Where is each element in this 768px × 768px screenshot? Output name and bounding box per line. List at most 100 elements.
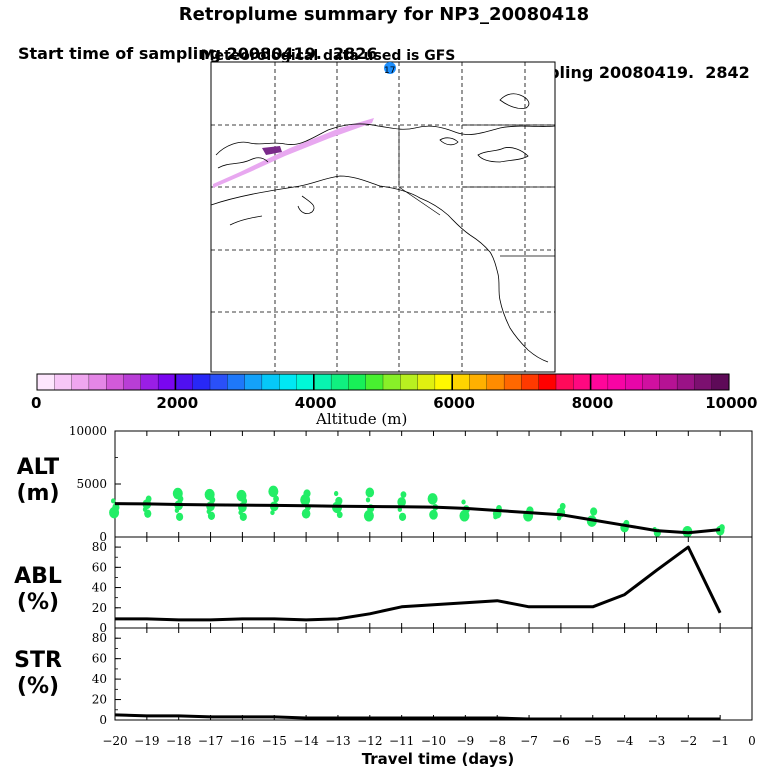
abl-label-line2: (%): [16, 590, 60, 615]
x-tick-label: −5: [584, 734, 602, 748]
altitude-scatter-point: [363, 510, 374, 522]
map-frame: [210, 61, 556, 373]
y-tick-label: 40: [92, 672, 107, 686]
colorbar-tick-label: 2000: [156, 394, 199, 412]
y-tick-label: 0: [99, 621, 107, 635]
altitude-scatter-point: [590, 507, 598, 516]
x-tick-label: −17: [198, 734, 223, 748]
abl-label-line1: ABL: [14, 564, 62, 589]
y-tick-label: 0: [99, 530, 107, 544]
colorbar-swatch: [694, 373, 713, 391]
colorbar-swatch: [365, 373, 384, 391]
str-series-line: [114, 713, 721, 721]
colorbar-swatch: [659, 373, 678, 391]
altitude-scatter-point: [176, 512, 184, 521]
altitude-scatter-point: [400, 491, 407, 498]
altitude-colorbar: [36, 373, 730, 391]
colorbar-swatch: [642, 373, 661, 391]
alt-label-line2: (m): [16, 481, 60, 506]
abl-series-line: [115, 545, 722, 622]
y-tick-label: 10000: [69, 424, 107, 438]
travel-time-axis: −20 −19 −18 −17 −16 −15 −14 −13 −12 −11 −10 −9 −8 −7−…: [102, 734, 755, 748]
altitude-scatter-point: [109, 506, 120, 519]
altitude-scatter-point: [365, 487, 375, 498]
altitude-scatter-point: [268, 485, 279, 498]
x-tick-label: −19: [134, 734, 159, 748]
altitude-panel: 0 5000 10000: [69, 424, 753, 544]
x-tick-label: −14: [293, 734, 319, 748]
colorbar-swatch: [573, 373, 592, 391]
x-tick-label: −2: [679, 734, 697, 748]
colorbar-swatch: [261, 373, 280, 391]
colorbar-swatch: [503, 373, 522, 391]
colorbar-swatch: [486, 373, 505, 391]
altitude-scatter-point: [239, 512, 247, 521]
colorbar-swatch: [71, 373, 90, 391]
panel-frame: [114, 430, 753, 538]
y-tick-label: 20: [92, 693, 107, 707]
x-tick-label: −11: [389, 734, 414, 748]
figure-title: Retroplume summary for NP3_20080418: [178, 4, 590, 25]
y-tick-label: 80: [92, 631, 107, 645]
colorbar-swatch: [192, 373, 211, 391]
alt-panel-label: ALT (m): [8, 455, 68, 507]
colorbar-swatch: [348, 373, 367, 391]
y-tick-label: 80: [92, 540, 107, 554]
map-graticule: [211, 62, 555, 372]
colorbar-tick-label: 8000: [571, 394, 614, 412]
altitude-scatter-point: [333, 491, 339, 497]
colorbar-swatch: [227, 373, 246, 391]
str-label-line2: (%): [16, 674, 60, 699]
colorbar-frame: [36, 373, 730, 391]
y-tick-label: 60: [92, 652, 107, 666]
altitude-scatter-point: [144, 509, 152, 518]
colorbar-tick-label: 10000: [705, 394, 758, 412]
altitude-scatter-point: [429, 509, 438, 520]
colorbar-swatch: [625, 373, 644, 391]
colorbar-swatch: [590, 373, 609, 391]
sampling-location-label: 17: [384, 66, 395, 76]
colorbar-swatch: [452, 373, 471, 391]
altitude-scatter-point: [207, 511, 216, 520]
y-tick-label: 60: [92, 560, 107, 574]
colorbar-swatch: [538, 373, 557, 391]
x-tick-label: −9: [456, 734, 474, 748]
altitude-scatter-point: [398, 512, 407, 521]
altitude-scatter-point: [556, 515, 562, 521]
colorbar-swatch: [175, 373, 194, 391]
alt-label-line1: ALT: [16, 455, 60, 480]
x-tick-label: −10: [421, 734, 446, 748]
x-tick-label: −8: [488, 734, 506, 748]
colorbar-tick-label: 6000: [433, 394, 475, 412]
colorbar-swatch: [521, 373, 540, 391]
colorbar-swatch: [711, 373, 730, 391]
altitude-scatter-point: [270, 510, 275, 516]
colorbar-title: Altitude (m): [316, 410, 408, 428]
colorbar-swatch: [400, 373, 419, 391]
colorbar-swatch: [140, 373, 159, 391]
colorbar-swatch: [676, 373, 695, 391]
colorbar-swatch: [157, 373, 176, 391]
colorbar-swatch: [417, 373, 436, 391]
colorbar-swatch: [434, 373, 453, 391]
colorbar-swatch: [296, 373, 315, 391]
altitude-scatter-point: [111, 498, 116, 504]
altitude-scatter-point: [365, 497, 371, 503]
altitude-scatter-point: [336, 511, 343, 519]
panel-frame: [114, 627, 753, 721]
colorbar-swatch: [123, 373, 142, 391]
colorbar-swatch: [555, 373, 574, 391]
x-axis-title: Travel time (days): [361, 750, 515, 768]
colorbar-tick-label: 4000: [294, 394, 337, 412]
x-tick-label: −3: [648, 734, 666, 748]
colorbar-swatch: [54, 373, 73, 391]
retroplume-footprint: [213, 118, 374, 188]
abl-panel-label: ABL (%): [8, 564, 68, 616]
x-tick-label: −12: [357, 734, 382, 748]
colorbar-swatch: [330, 373, 349, 391]
str-panel: 0 20 40 60 80: [92, 627, 753, 727]
colorbar-swatch: [106, 373, 125, 391]
start-time-label: Start time of sampling 20080419. 2826: [18, 44, 378, 63]
altitude-scatter-point: [301, 508, 311, 519]
